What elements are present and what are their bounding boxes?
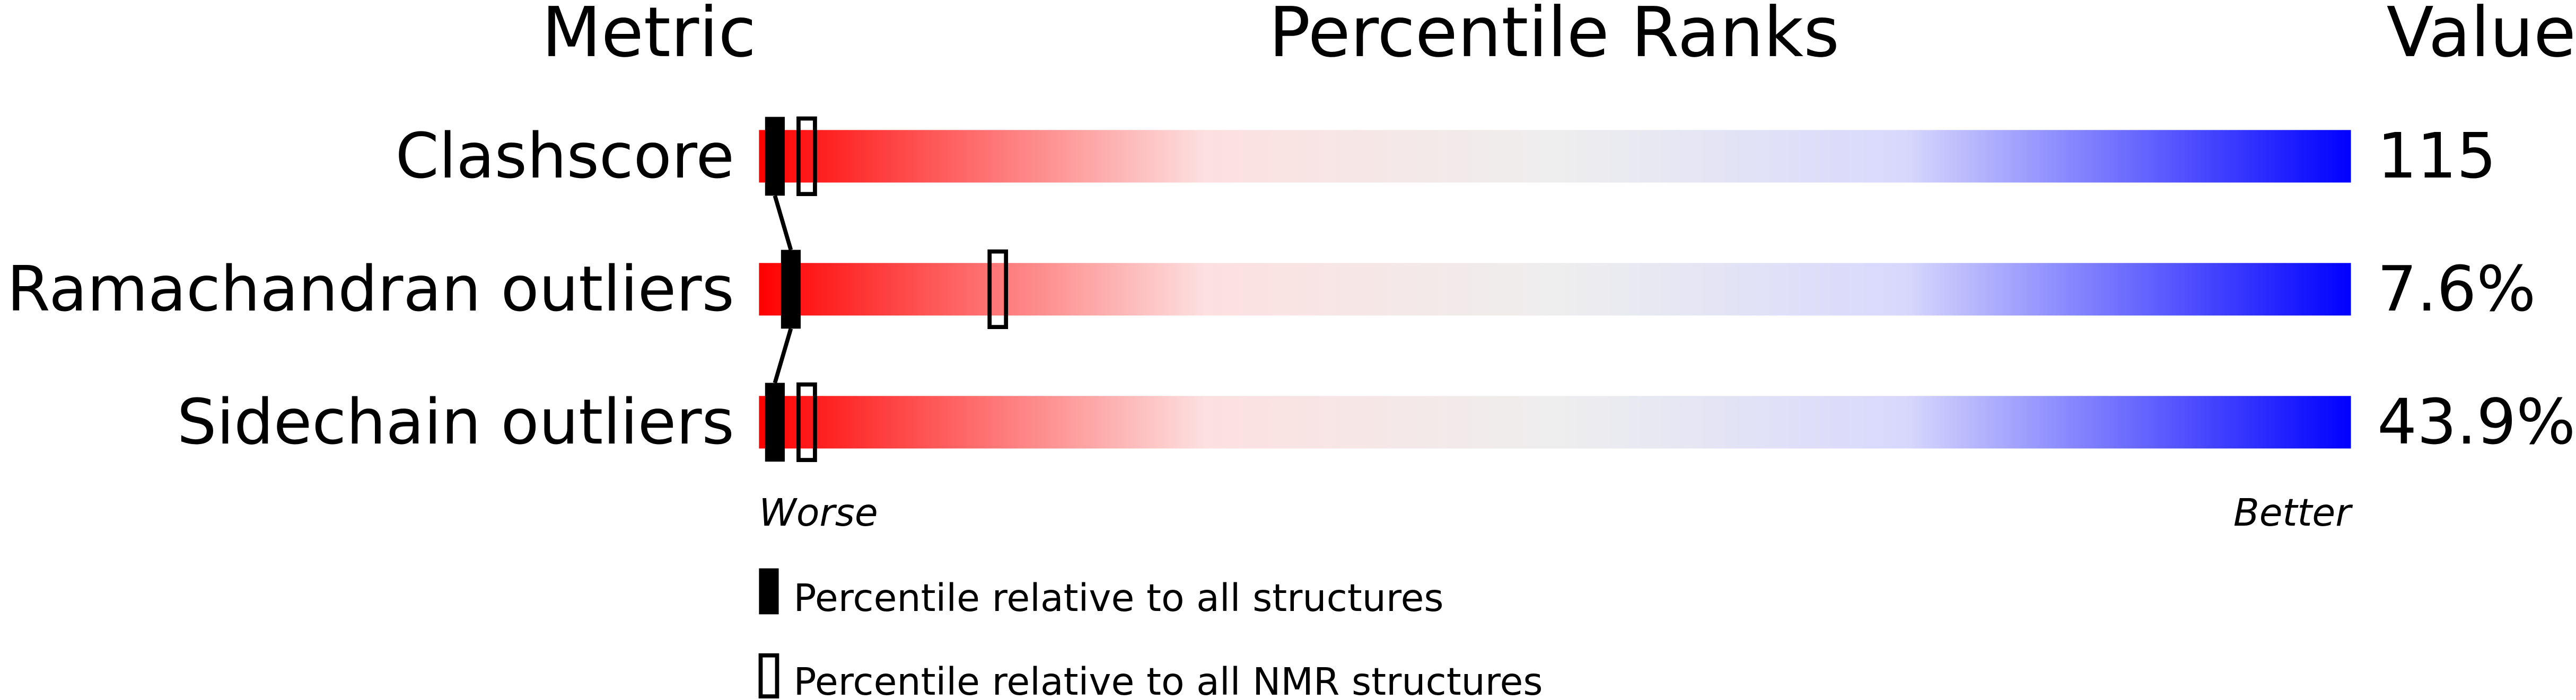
metric-label: Sidechain outliers (177, 386, 734, 458)
header-value: Value (2387, 0, 2576, 73)
legend-label-all: Percentile relative to all structures (793, 576, 1443, 620)
nmr-percentile-marker (796, 116, 817, 197)
legend-filled-marker-icon (759, 568, 779, 615)
value-label: 43.9% (2377, 386, 2575, 458)
nmr-percentile-marker (987, 249, 1009, 329)
worse-label: Worse (759, 491, 878, 535)
value-label: 115 (2377, 120, 2496, 192)
connector-line (773, 328, 793, 384)
connector-line (773, 195, 793, 251)
all-percentile-marker (765, 383, 785, 462)
metric-label: Ramachandran outliers (7, 253, 734, 325)
nmr-percentile-marker (796, 382, 817, 462)
percentile-bar (759, 130, 2351, 183)
header-metric: Metric (542, 0, 757, 73)
percentile-bar (759, 263, 2351, 316)
legend-open-marker-icon (758, 653, 779, 699)
header-percentile: Percentile Ranks (1269, 0, 1839, 73)
legend-label-nmr: Percentile relative to all NMR structure… (793, 660, 1543, 700)
value-label: 7.6% (2377, 253, 2536, 325)
all-percentile-marker (765, 117, 785, 196)
all-percentile-marker (781, 250, 801, 329)
better-label: Better (2233, 491, 2353, 535)
metric-label: Clashscore (396, 120, 734, 192)
percentile-bar (759, 396, 2351, 449)
